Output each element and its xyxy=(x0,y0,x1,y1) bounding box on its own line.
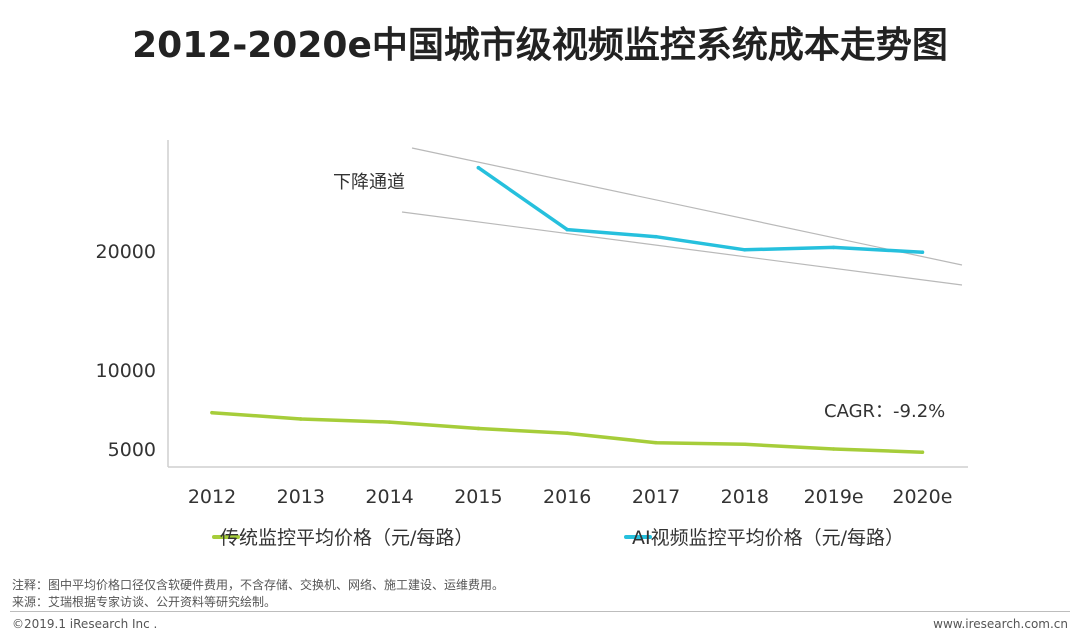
x-tick-label: 2016 xyxy=(543,486,591,508)
x-tick-label: 2014 xyxy=(365,486,413,508)
data-point xyxy=(743,248,747,252)
series-line-2 xyxy=(476,165,925,254)
data-point xyxy=(210,410,214,415)
data-point xyxy=(654,440,658,445)
chart-series xyxy=(210,165,925,454)
footer-divider xyxy=(10,611,1070,612)
data-point xyxy=(565,431,569,436)
data-point xyxy=(920,450,925,454)
data-point xyxy=(476,165,481,170)
data-point xyxy=(299,417,303,421)
channel-upper-line xyxy=(411,147,963,266)
legend-label: 传统监控平均价格（元/每路） xyxy=(220,527,473,549)
data-point xyxy=(654,234,658,239)
x-tick-label: 2020e xyxy=(892,486,952,508)
chart-note: 注释：图中平均价格口径仅含软硬件费用，不含存储、交换机、网络、施工建设、运维费用… xyxy=(12,578,505,592)
x-tick-label: 2013 xyxy=(277,486,325,508)
data-point xyxy=(476,426,481,431)
copyright-text: ©2019.1 iResearch Inc . xyxy=(12,617,158,631)
y-tick-label: 20000 xyxy=(96,241,156,263)
chart-title: 2012-2020e中国城市级视频监控系统成本走势图 xyxy=(132,25,948,66)
x-tick-label: 2017 xyxy=(632,486,680,508)
x-tick-label: 2018 xyxy=(721,486,769,508)
x-tick-label: 2012 xyxy=(188,486,236,508)
chart-legend: 传统监控平均价格（元/每路） AI视频监控平均价格（元/每路） xyxy=(212,527,904,549)
y-tick-label: 5000 xyxy=(108,439,156,461)
y-tick-label: 10000 xyxy=(96,360,156,382)
cagr-annotation: CAGR：-9.2% xyxy=(824,401,945,422)
data-point xyxy=(565,227,569,232)
descending-channel xyxy=(401,147,963,286)
data-point xyxy=(831,447,836,451)
data-point xyxy=(743,442,747,447)
chart-source: 来源：艾瑞根据专家访谈、公开资料等研究绘制。 xyxy=(12,595,277,609)
channel-lower-line xyxy=(401,211,963,286)
site-url: www.iresearch.com.cn xyxy=(933,617,1068,631)
data-point xyxy=(920,250,925,254)
chart-axes xyxy=(167,140,968,468)
legend-label: AI视频监控平均价格（元/每路） xyxy=(632,527,904,549)
chart-labels: 20000 10000 5000 2012 2013 2014 2015 2016 2017 20… xyxy=(96,172,953,508)
x-tick-label: 2019e xyxy=(804,486,864,508)
channel-label: 下降通道 xyxy=(333,172,405,193)
data-point xyxy=(831,245,836,250)
data-point xyxy=(387,420,392,424)
x-tick-label: 2015 xyxy=(454,486,502,508)
